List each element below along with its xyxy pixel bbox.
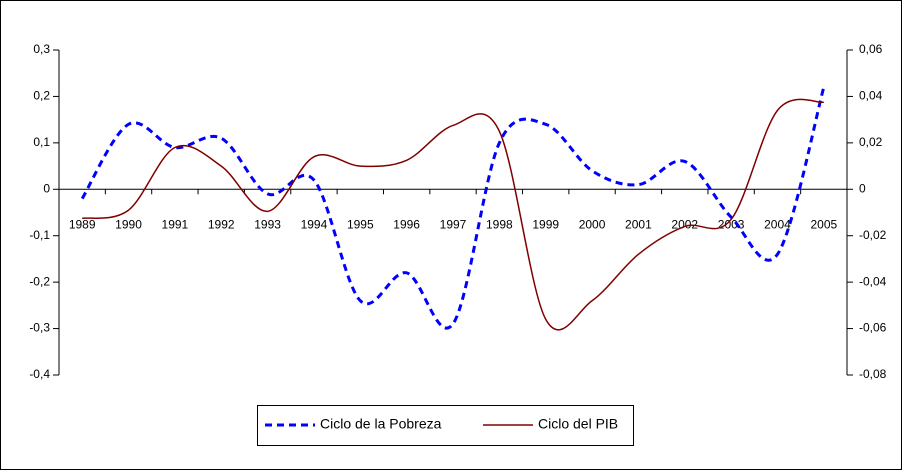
y2-tick-label: -0,08 xyxy=(859,367,887,381)
x-tick-label: 1991 xyxy=(162,217,189,231)
x-tick-label: 1996 xyxy=(393,217,420,231)
x-tick-label: 1997 xyxy=(440,217,467,231)
x-tick-label: 1995 xyxy=(347,217,374,231)
y-tick-label: -0,1 xyxy=(29,228,50,242)
y-tick-label: -0,2 xyxy=(29,274,50,288)
y-tick-label: 0 xyxy=(43,181,50,195)
x-tick-label: 1998 xyxy=(486,217,513,231)
y2-tick-label: -0,04 xyxy=(859,274,887,288)
x-tick-label: 2000 xyxy=(579,217,606,231)
y-tick-label: -0,3 xyxy=(29,321,50,335)
y-tick-label: 0,1 xyxy=(33,135,50,149)
x-tick-label: 1993 xyxy=(254,217,281,231)
x-tick-label: 2002 xyxy=(671,217,698,231)
series-line xyxy=(80,86,826,330)
legend-label: Ciclo de la Pobreza xyxy=(320,416,442,432)
y2-tick-label: 0 xyxy=(859,181,866,195)
x-tick-label: 1990 xyxy=(115,217,142,231)
x-tick-label: 2005 xyxy=(810,217,837,231)
y-tick-label: 0,3 xyxy=(33,42,50,56)
x-tick-label: 1989 xyxy=(69,217,96,231)
y2-tick-label: 0,02 xyxy=(859,135,883,149)
y-tick-label: -0,4 xyxy=(29,367,50,381)
x-tick-label: 2004 xyxy=(764,217,791,231)
legend-box xyxy=(257,405,634,446)
y-tick-label: 0,2 xyxy=(33,89,50,103)
x-tick-label: 1999 xyxy=(532,217,559,231)
y2-tick-label: 0,04 xyxy=(859,89,883,103)
y2-tick-label: 0,06 xyxy=(859,42,883,56)
series-line xyxy=(82,98,824,331)
x-tick-label: 2001 xyxy=(625,217,652,231)
x-tick-label: 1992 xyxy=(208,217,235,231)
y2-tick-label: -0,02 xyxy=(859,228,887,242)
legend-label: Ciclo del PIB xyxy=(538,416,618,432)
x-tick-label: 1994 xyxy=(301,217,328,231)
y2-tick-label: -0,06 xyxy=(859,321,887,335)
